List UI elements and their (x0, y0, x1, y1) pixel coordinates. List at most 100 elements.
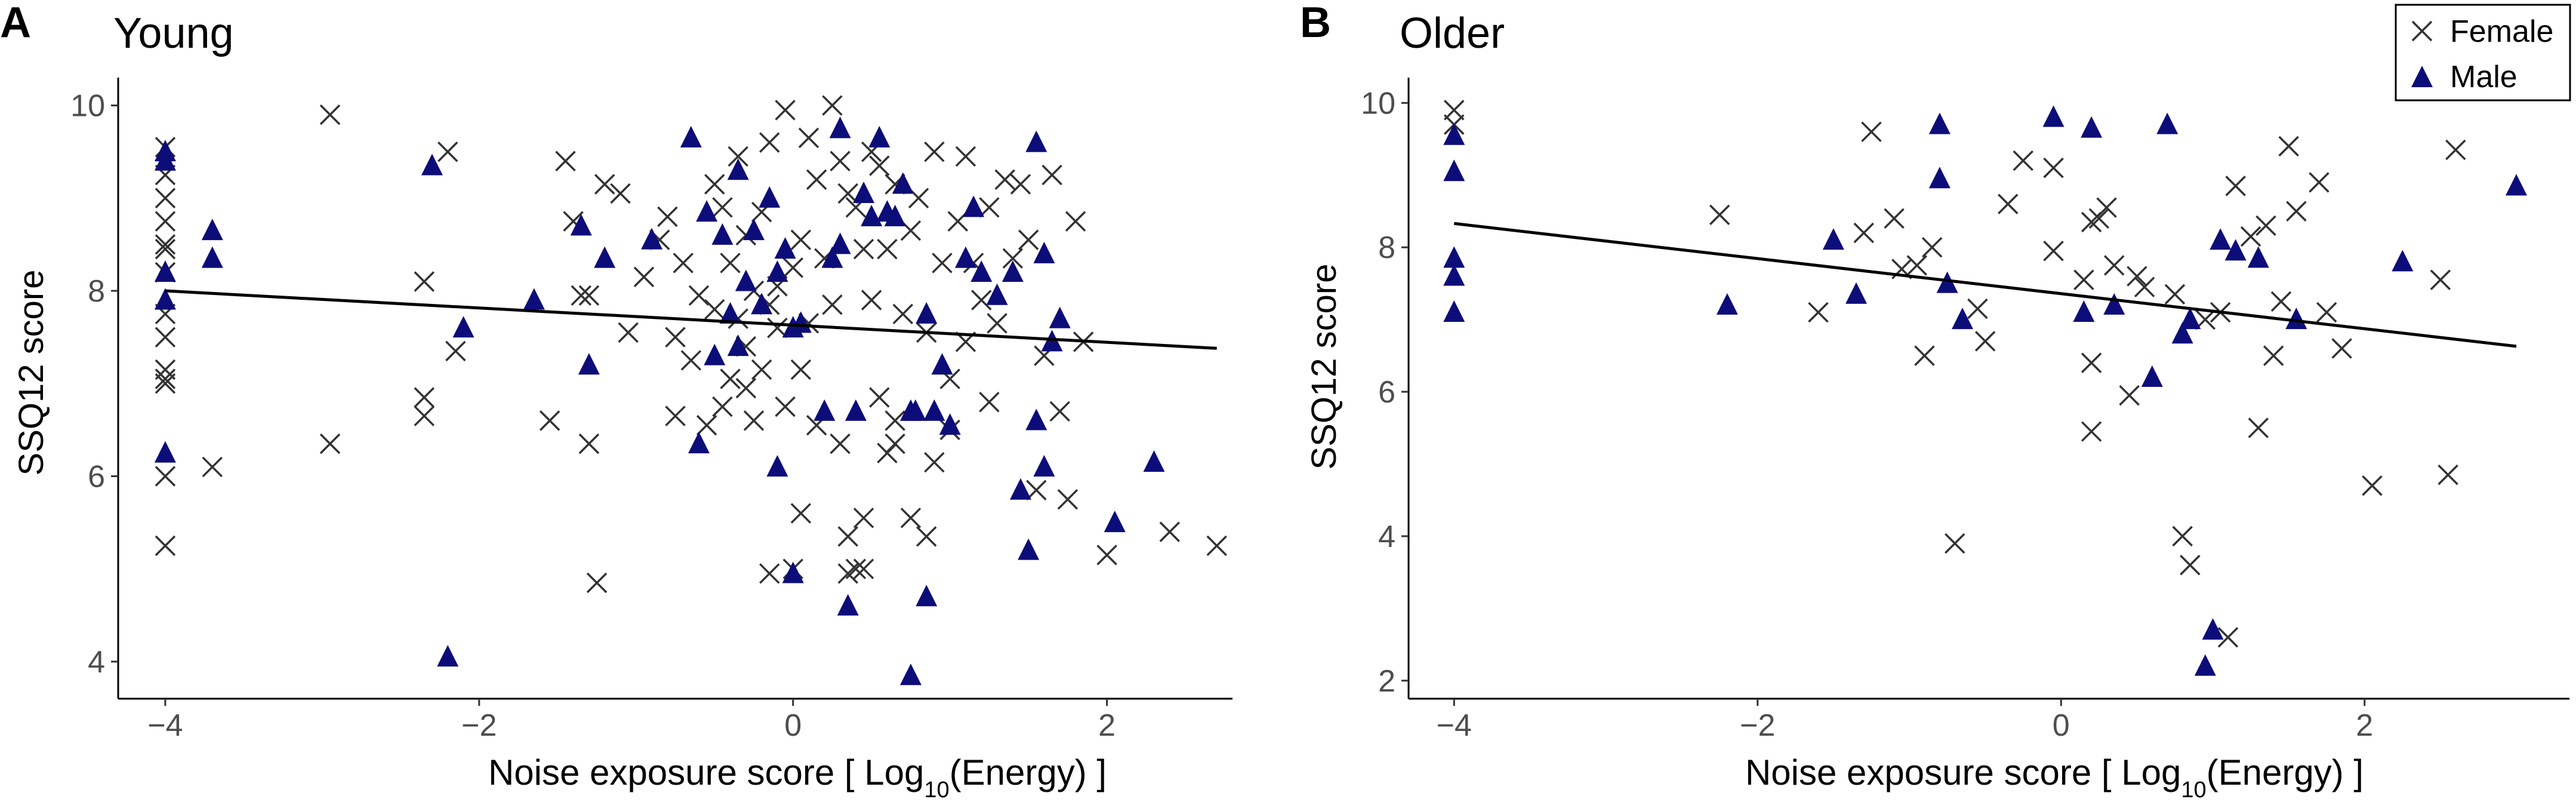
panel-a-female-point (720, 253, 741, 274)
panel-b-female-point (2438, 464, 2458, 485)
panel-a-male-point (923, 399, 945, 421)
panel-a-female-point (155, 327, 176, 348)
panel-a-male-point (727, 334, 749, 357)
panel-a-male-point (970, 260, 993, 282)
panel-a-female-point (900, 508, 922, 528)
panel-a-female-point (704, 299, 725, 320)
panel-a-male-point (437, 645, 459, 667)
panel-b-y-tick-label: 8 (1378, 231, 1395, 265)
panel-a-female-point (155, 373, 176, 394)
panel-a-male-point (1033, 241, 1055, 263)
panel-a-y-tick-label: 4 (88, 645, 105, 680)
panel-b-plot-area: 2 4 6 8 10 −4 −2 0 2 (1361, 78, 2569, 743)
panel-b-female-point (2270, 291, 2292, 312)
panel-a-female-point (155, 368, 176, 389)
panel-b-male-point (1716, 293, 1738, 315)
panel-b-female-point (2081, 352, 2102, 373)
panel-a-female-point (571, 285, 591, 306)
panel-a-male-point (774, 237, 796, 259)
panel-a-female-point (555, 150, 576, 171)
panel-b-female-point (2316, 302, 2337, 323)
panel-a-female-point (853, 238, 874, 260)
panel-a-male-point (904, 399, 926, 421)
panel-b-y-tick-label: 2 (1378, 664, 1395, 699)
panel-a-female-point (869, 387, 890, 408)
panel-b-x-tick-label: 0 (2053, 708, 2070, 743)
panel-b-x-axis-title-tail: (Energy) ] (2207, 752, 2364, 792)
panel-b-female-point (2073, 269, 2094, 290)
panel-b-male-point (2210, 228, 2232, 250)
panel-b-male-point (2103, 293, 2125, 315)
panel-a-female-point (728, 146, 748, 167)
panel-a-female-point (539, 410, 560, 431)
panel-a: A Young SSQ12 score Noise exposure score… (0, 0, 1232, 802)
panel-b-male-point (1845, 282, 1868, 304)
panel-a-x-tick-label: −2 (461, 708, 497, 743)
panel-b-male-point (2247, 246, 2269, 268)
panel-a-male-point (742, 219, 765, 241)
panel-a-female-point (437, 141, 458, 162)
panel-a-male-point (1143, 450, 1165, 472)
panel-a-male-point (421, 153, 443, 176)
panel-a-female-point (979, 197, 1000, 218)
legend-label-male: Male (2450, 60, 2518, 94)
panel-a-male-point (899, 663, 922, 686)
legend-female-cross (2411, 20, 2433, 42)
panel-b-female-point (2013, 150, 2033, 171)
panel-a-female-point (790, 229, 812, 250)
panel-a-female-point (924, 451, 945, 473)
panel-a-y-axis-title: SSQ12 score (12, 270, 51, 476)
panel-a-male-point (578, 353, 600, 375)
panel-a-female-point (782, 257, 803, 278)
panel-b-female-point (1914, 345, 1935, 366)
panel-b-female-point (1906, 255, 1927, 276)
panel-b-male-point (2042, 105, 2065, 127)
panel-a-x-axis-title-tail: (Energy) ] (950, 752, 1107, 792)
panel-a-female-point (790, 359, 812, 380)
panel-a-female-point (775, 100, 796, 121)
panel-a-female-point (822, 294, 843, 315)
panel-a-female-point (696, 414, 717, 436)
panel-a-female-point (861, 290, 882, 311)
panel-a-female-point (759, 563, 780, 584)
panel-a-male-point (641, 228, 663, 250)
panel-a-female-point (688, 285, 710, 306)
panel-a-male-point (766, 260, 788, 282)
panel-a-female-point (775, 396, 796, 417)
panel-a-female-point (1065, 211, 1086, 232)
panel-a-y-tick-label: 6 (88, 459, 105, 494)
panel-a-female-point (155, 238, 176, 260)
panel-a-male-point (837, 594, 859, 616)
panel-a-female-point (798, 127, 819, 149)
panel-b-female-point (2088, 208, 2110, 229)
panel-a-male-point (868, 125, 890, 148)
panel-b-female-point (1808, 302, 1829, 323)
panel-a-female-point (445, 340, 466, 362)
panel-b-female-point (1884, 208, 1905, 229)
panel-b-female-point (2217, 626, 2239, 648)
panel-b-female-point (2127, 266, 2147, 287)
panel-a-female-point (830, 433, 851, 454)
panel-b-x-tick-label: 2 (2356, 708, 2373, 743)
panel-a-y-tick-label: 10 (70, 89, 105, 124)
legend-item-female: Female (2411, 14, 2553, 49)
panel-a-female-point (1096, 545, 1117, 566)
panel-b-female-point (2119, 385, 2140, 406)
panel-b-male-point (2081, 116, 2103, 138)
panel-a-female-point (319, 104, 341, 125)
panel-b-female-point (2096, 197, 2117, 218)
panel-a-male-point (1018, 538, 1040, 560)
panel-a-female-point (885, 410, 905, 431)
panel-a-male-point (766, 454, 788, 477)
panel-a-x-tick-label: 2 (1098, 708, 1116, 743)
panel-a-male-point (916, 585, 938, 607)
panel-b-female-point (1974, 331, 1996, 352)
panel-a-x-axis-title-main: Noise exposure score [ Log (488, 752, 924, 792)
panel-a-female-point (932, 253, 953, 274)
panel-a-male-point (452, 316, 474, 338)
panel-a-female-point (1206, 535, 1227, 557)
panel-a-male-point (570, 214, 592, 236)
panel-a-male-point (986, 283, 1008, 305)
panel-a-female-point (594, 174, 615, 195)
